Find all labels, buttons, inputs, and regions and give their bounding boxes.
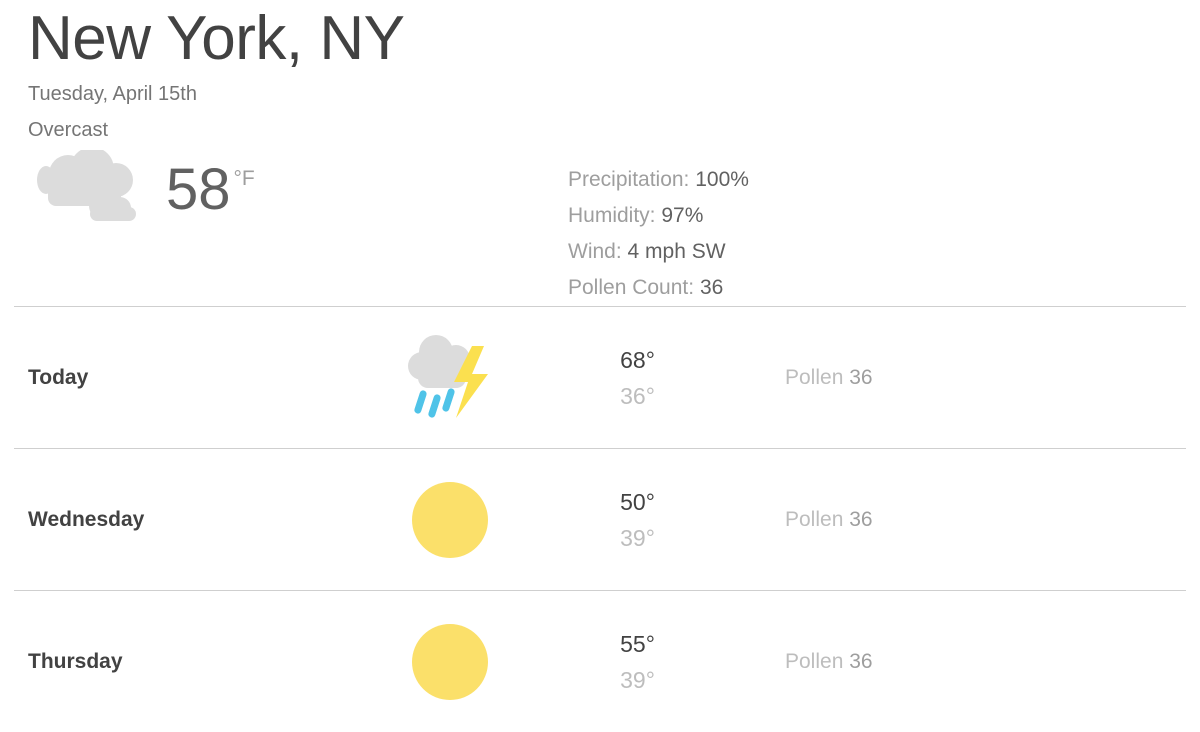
forecast-pollen-value: 36	[849, 649, 873, 673]
forecast-row-thursday[interactable]: Thursday 55° 39° Pollen 36	[0, 591, 1200, 732]
forecast-high-temp: 50°	[620, 488, 655, 515]
sunny-icon	[370, 470, 530, 570]
forecast-day-label: Wednesday	[28, 507, 145, 531]
forecast-pollen-label: Pollen	[785, 365, 844, 389]
current-temperature-value: 58	[166, 157, 231, 222]
current-details-list: Precipitation: 100% Humidity: 97% Wind: …	[568, 150, 1200, 306]
divider	[14, 448, 1186, 449]
current-temperature-block: 58 °F	[28, 150, 568, 230]
current-date: Tuesday, April 15th	[28, 83, 197, 105]
current-condition-text: Overcast	[28, 119, 109, 141]
forecast-row-today[interactable]: Today 68° 36° Pollen	[0, 307, 1200, 448]
forecast-day-label: Today	[28, 365, 89, 389]
forecast-pollen-value: 36	[849, 507, 873, 531]
sunny-icon	[370, 612, 530, 712]
detail-row-wind: Wind: 4 mph SW	[568, 234, 1200, 270]
forecast-temperatures: 50° 39°	[530, 484, 745, 556]
detail-row-pollen-count: Pollen Count: 36	[568, 270, 1200, 306]
forecast-temperatures: 68° 36°	[530, 342, 745, 414]
forecast-pollen: Pollen 36	[745, 366, 1200, 390]
forecast-low-temp: 36°	[620, 382, 655, 409]
detail-row-humidity: Humidity: 97%	[568, 198, 1200, 234]
detail-label: Wind:	[568, 240, 622, 263]
detail-label: Humidity:	[568, 204, 656, 227]
divider	[14, 306, 1186, 307]
forecast-pollen-label: Pollen	[785, 507, 844, 531]
overcast-clouds-icon	[28, 150, 158, 230]
current-temperature-unit: °F	[233, 167, 255, 190]
forecast-low-temp: 39°	[620, 524, 655, 551]
forecast-day-label: Thursday	[28, 649, 123, 673]
forecast-high-temp: 55°	[620, 630, 655, 657]
current-summary: 58 °F Precipitation: 100% Humidity: 97% W…	[28, 150, 1200, 306]
forecast-pollen-label: Pollen	[785, 649, 844, 673]
detail-label: Pollen Count:	[568, 276, 695, 299]
thunderstorm-rain-icon	[370, 328, 530, 428]
forecast-temperatures: 55° 39°	[530, 626, 745, 698]
detail-row-precipitation: Precipitation: 100%	[568, 162, 1200, 198]
current-temperature: 58 °F	[158, 161, 255, 219]
forecast-high-temp: 68°	[620, 346, 655, 373]
forecast-pollen-value: 36	[849, 365, 873, 389]
forecast-pollen: Pollen 36	[745, 650, 1200, 674]
page-title: New York, NY	[28, 4, 405, 73]
forecast-low-temp: 39°	[620, 666, 655, 693]
detail-value: 4 mph SW	[627, 240, 726, 263]
detail-value: 97%	[661, 204, 704, 227]
current-conditions-panel: New York, NY Tuesday, April 15th Overcas…	[0, 0, 1200, 306]
detail-value: 36	[699, 276, 724, 299]
forecast-pollen: Pollen 36	[745, 508, 1200, 532]
forecast-row-wednesday[interactable]: Wednesday 50° 39° Pollen 36	[0, 449, 1200, 590]
detail-label: Precipitation:	[568, 168, 690, 191]
divider	[14, 590, 1186, 591]
detail-value: 100%	[695, 168, 749, 191]
